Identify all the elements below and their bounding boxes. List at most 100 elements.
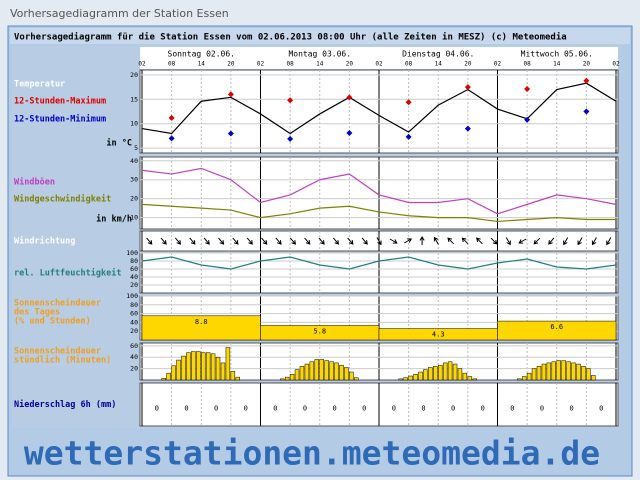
hour-label: 08 [168, 61, 176, 68]
wind-arrow [433, 236, 439, 245]
bar [339, 364, 344, 381]
bar [289, 374, 295, 381]
wind-arrow [289, 237, 297, 245]
marker [287, 135, 294, 142]
y-tick-label: 10 [130, 214, 138, 222]
marker [168, 114, 175, 121]
value-label: 0 [155, 405, 159, 413]
bar [442, 362, 448, 381]
bar [230, 371, 236, 381]
bar [457, 368, 463, 381]
y-tick-label: 20 [130, 71, 138, 79]
bar [186, 352, 191, 381]
bar [438, 364, 443, 381]
wind-arrow [476, 237, 483, 245]
bar [280, 378, 285, 381]
panel-title: stündlich (Minuten) [14, 355, 111, 366]
y-tick-label: 20 [130, 365, 138, 373]
bar [309, 361, 315, 381]
value-label: 0 [303, 405, 307, 413]
wind-arrow [577, 237, 583, 246]
bar [334, 362, 339, 381]
value-label: 0 [451, 405, 455, 413]
wind-arrow [606, 237, 612, 246]
bar [591, 375, 596, 381]
wind-arrow [376, 237, 382, 246]
bar [526, 372, 532, 381]
y-tick-label: 100 [126, 249, 138, 257]
wind-arrow [548, 237, 555, 245]
value-label: 0 [540, 405, 544, 413]
y-tick-label: 5 [134, 144, 138, 152]
bar [541, 363, 547, 381]
y-tick-label: 80 [130, 257, 138, 265]
bar [201, 352, 206, 381]
bar [413, 374, 418, 381]
wind-arrow [404, 238, 413, 244]
bar [294, 369, 300, 381]
wind-arrow [361, 237, 368, 245]
bar [576, 363, 581, 381]
page-title: Vorhersagediagramm der Station Essen [10, 7, 229, 20]
series-label: Temperatur [14, 80, 65, 90]
wind-arrow [347, 237, 354, 245]
wind-arrow [533, 237, 541, 245]
y-tick-label: 10 [130, 120, 138, 128]
bar [546, 362, 552, 381]
bar [181, 355, 186, 381]
hour-label: 20 [346, 61, 354, 68]
marker [464, 125, 471, 132]
panel-title: Niederschlag 6h (mm) [14, 399, 116, 410]
wind-arrow [261, 237, 268, 245]
bar [452, 363, 458, 381]
wind-arrow [490, 237, 498, 245]
bar [220, 362, 226, 381]
panel-title: Sonnenscheindauer [14, 346, 101, 357]
bar [191, 351, 196, 381]
hour-label: 02 [138, 61, 146, 68]
wind-arrow [505, 237, 511, 246]
bar [210, 353, 216, 381]
y-tick-label: 80 [130, 301, 138, 309]
bar [299, 366, 305, 381]
marker [227, 130, 234, 137]
bar [235, 376, 240, 381]
marker [287, 97, 294, 104]
bar [141, 315, 261, 341]
bar [408, 375, 413, 381]
bar [161, 378, 166, 381]
wind-arrow [447, 237, 455, 245]
day-label: Sonntag 02.06. [168, 50, 235, 59]
marker [346, 129, 353, 136]
bar-label: 5.8 [313, 327, 326, 335]
wind-arrow [218, 237, 225, 245]
header: Vorhersagediagramm für die Station Essen… [14, 32, 567, 43]
bar [171, 365, 176, 381]
hour-label: 02 [612, 61, 620, 68]
series-label: 12-Stunden-Minimum [14, 114, 106, 125]
hour-label: 20 [464, 61, 472, 68]
wind-arrow [232, 237, 239, 245]
hour-label: 14 [435, 61, 443, 68]
line [141, 82, 617, 135]
bar-label: 4.3 [432, 331, 445, 339]
hour-label: 08 [524, 61, 532, 68]
marker [583, 108, 590, 115]
hour-label: 02 [257, 61, 265, 68]
panel-title: (% und Stunden) [14, 317, 91, 327]
marker [405, 99, 412, 106]
marker [227, 91, 234, 98]
bar [472, 378, 477, 381]
bar [467, 376, 473, 381]
wind-arrow [461, 237, 469, 245]
day-label: Mittwoch 05.06. [521, 50, 593, 59]
panel-title: des Tages [14, 308, 60, 318]
hour-label: 14 [198, 61, 206, 68]
bar-label: 6.6 [550, 323, 563, 331]
wind-arrow [518, 238, 527, 244]
wind-arrow [189, 237, 196, 245]
wind-arrow [318, 237, 325, 245]
bar [398, 378, 403, 381]
line [141, 167, 617, 215]
